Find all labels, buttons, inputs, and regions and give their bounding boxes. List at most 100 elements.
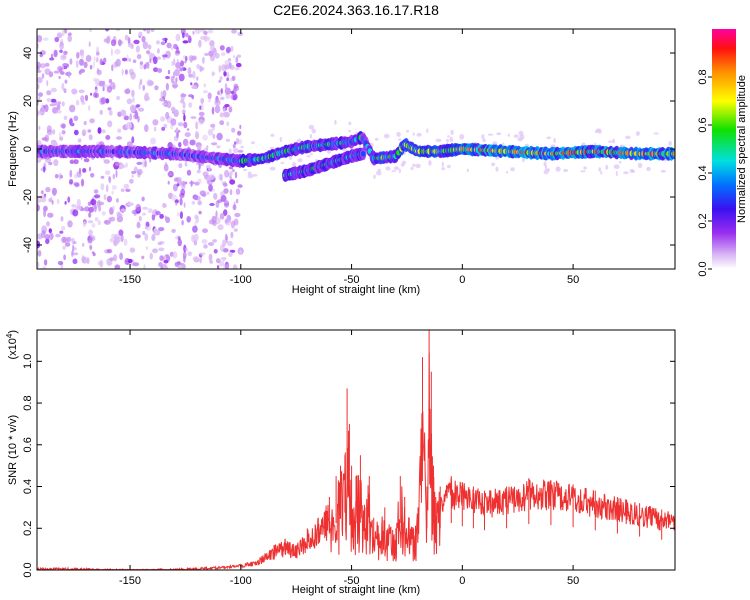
- spectrogram-faint-speck: [447, 164, 451, 169]
- spectrogram-noise-speck: [108, 110, 113, 116]
- spectrogram-noise-speck: [183, 121, 188, 129]
- spectrogram-noise-speck: [149, 252, 153, 260]
- spectrogram-noise-speck: [144, 124, 149, 133]
- spectrogram-noise-speck: [107, 107, 112, 111]
- spectrogram-noise-speck: [37, 76, 43, 84]
- spectrogram-noise-speck: [208, 174, 215, 180]
- spectrogram-noise-speck: [73, 173, 78, 179]
- spectrogram-noise-speck: [113, 61, 118, 68]
- spectrogram-noise-speck: [163, 123, 168, 129]
- spectrogram-faint-speck: [311, 128, 317, 134]
- spectrogram-noise-speck: [135, 203, 141, 212]
- spectrogram-noise-speck: [43, 165, 46, 173]
- spectrogram-faint-speck: [482, 138, 486, 142]
- colorbar-tick-label: 0.8: [697, 69, 709, 84]
- spectrogram-faint-speck: [631, 169, 635, 173]
- spectrogram-noise-speck: [141, 255, 145, 260]
- spectrogram-noise-speck: [165, 111, 170, 120]
- spectrogram-noise-speck: [174, 68, 180, 77]
- spectrogram-noise-speck: [192, 256, 200, 262]
- spectrogram-noise-speck: [202, 228, 208, 233]
- spectrogram-noise-speck: [171, 106, 176, 112]
- spectrogram-noise-speck: [92, 61, 96, 68]
- colorbar-tick-label: 0.2: [697, 213, 709, 228]
- spectrogram-noise-speck: [164, 215, 167, 220]
- spectrogram-faint-speck: [646, 166, 651, 172]
- spectrogram-noise-speck: [124, 69, 128, 75]
- spectrogram-noise-speck: [202, 171, 209, 177]
- snr-background: [37, 330, 675, 570]
- spectrogram-faint-speck: [377, 168, 381, 172]
- spectrogram-noise-speck: [156, 48, 160, 54]
- snr-y-tick-label: 0.0: [22, 562, 34, 577]
- spectrogram-noise-speck: [176, 212, 180, 217]
- spectrogram-noise-speck: [45, 238, 50, 245]
- spectrogram-noise-speck: [88, 41, 91, 47]
- spectrogram-noise-speck: [218, 65, 222, 73]
- spectrogram-noise-speck: [46, 221, 50, 227]
- spectrogram-noise-speck: [142, 230, 146, 236]
- spectrogram-noise-speck: [219, 260, 225, 267]
- spectrogram-noise-speck: [152, 248, 158, 254]
- spectrogram-noise-speck: [131, 209, 137, 215]
- spectrogram-noise-speck: [203, 83, 206, 88]
- spectrogram-noise-speck: [73, 159, 79, 165]
- spectrogram-y-tick-label: 0: [22, 146, 34, 152]
- spectrogram-noise-speck: [111, 64, 114, 72]
- spectrogram-noise-speck: [153, 67, 159, 73]
- spectrogram-noise-speck: [222, 258, 225, 262]
- spectrogram-noise-speck: [203, 90, 208, 94]
- spectrogram-noise-speck: [80, 52, 85, 59]
- spectrogram-faint-speck: [598, 167, 602, 172]
- spectrogram-noise-speck: [230, 95, 234, 100]
- spectrogram-noise-speck: [220, 174, 223, 182]
- spectrogram-faint-speck: [613, 164, 620, 170]
- spectrogram-noise-speck: [106, 248, 113, 254]
- spectrogram-noise-speck: [71, 204, 77, 208]
- spectrogram-noise-speck: [50, 196, 53, 201]
- spectrogram-noise-speck: [131, 136, 135, 144]
- spectrogram-y-tick-label: -40: [22, 237, 34, 253]
- spectrogram-noise-speck: [207, 92, 212, 100]
- spectrogram-ridge-core: [672, 151, 675, 157]
- spectrogram-noise-speck: [86, 257, 90, 265]
- spectrogram-noise-speck: [202, 56, 205, 64]
- spectrogram-noise-speck: [100, 97, 107, 105]
- spectrogram-noise-speck: [142, 206, 149, 210]
- spectrogram-noise-speck: [184, 247, 188, 252]
- spectrogram-faint-speck: [415, 163, 421, 169]
- spectrogram-noise-speck: [213, 249, 218, 254]
- spectrogram-noise-speck: [212, 133, 216, 139]
- spectrogram-noise-speck: [213, 192, 218, 200]
- spectrogram-noise-speck: [224, 87, 231, 95]
- spectrogram-noise-speck: [152, 56, 158, 65]
- spectrogram-noise-speck: [205, 36, 211, 42]
- spectrogram-noise-speck: [154, 85, 159, 91]
- spectrogram-noise-speck: [183, 255, 186, 263]
- snr-y-tick-label: 0.6: [22, 437, 34, 452]
- spectrogram-noise-speck: [233, 83, 239, 89]
- spectrogram-noise-speck: [160, 41, 166, 46]
- spectrogram-noise-speck: [182, 40, 189, 44]
- spectrogram-noise-speck: [47, 212, 54, 218]
- spectrogram-noise-speck: [149, 58, 152, 63]
- spectrogram-noise-speck: [150, 137, 156, 145]
- spectrogram-noise-speck: [66, 63, 70, 68]
- spectrogram-faint-speck: [563, 168, 569, 173]
- spectrogram-noise-speck: [83, 120, 87, 126]
- spectrogram-noise-speck: [113, 254, 118, 262]
- spectrogram-noise-speck: [120, 109, 127, 117]
- spectrogram-faint-speck: [660, 169, 667, 173]
- snr-y-tick-label: 0.2: [22, 521, 34, 536]
- spectrogram-noise-speck: [81, 256, 88, 264]
- spectrogram-noise-speck: [61, 101, 65, 107]
- spectrogram-noise-speck: [184, 132, 191, 138]
- spectrogram-noise-speck: [53, 142, 58, 146]
- spectrogram-noise-speck: [235, 56, 239, 64]
- spectrogram-faint-speck: [288, 156, 293, 160]
- spectrogram-noise-speck: [147, 44, 152, 50]
- spectrogram-noise-speck: [69, 104, 76, 113]
- spectrogram-noise-speck: [145, 221, 150, 228]
- spectrogram-noise-speck: [46, 90, 52, 96]
- spectrogram-noise-speck: [196, 169, 201, 174]
